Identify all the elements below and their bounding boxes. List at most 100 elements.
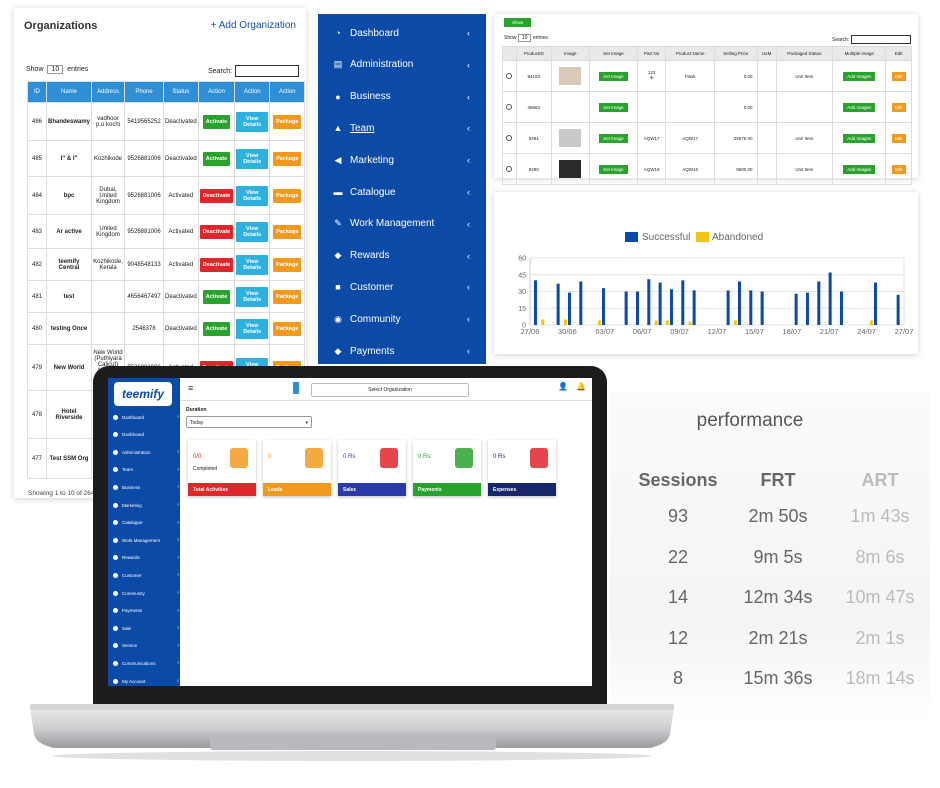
- app-nav-item-business[interactable]: Business ‹: [113, 480, 179, 494]
- sidebar-item-catalogue[interactable]: ▬ Catalogue ‹: [332, 182, 478, 202]
- package-button[interactable]: Package: [273, 224, 302, 239]
- app-nav-item-work-management[interactable]: Work Management ‹: [113, 533, 179, 547]
- app-nav-item-dashboard[interactable]: Dashboard: [113, 428, 179, 442]
- view-details-button[interactable]: View Details: [236, 318, 269, 339]
- sidebar-item-community[interactable]: ◉ Community ‹: [332, 309, 478, 329]
- package-button[interactable]: Package: [273, 321, 302, 336]
- edit-button[interactable]: Edit: [891, 71, 906, 81]
- select-organization-button[interactable]: Select Organization: [311, 383, 469, 397]
- sidebar-item-rewards[interactable]: ◆ Rewards ‹: [332, 246, 478, 266]
- menu-icon[interactable]: ≡: [188, 383, 194, 393]
- summary-card-payments[interactable]: 0 Rs Payments: [413, 440, 481, 496]
- column-header[interactable]: Phone: [124, 81, 165, 103]
- column-header[interactable]: Action: [197, 81, 236, 103]
- plus-icon[interactable]: +: [649, 75, 654, 82]
- sidebar-item-administration[interactable]: ▤ Administration ‹: [332, 55, 478, 75]
- add-organization-link[interactable]: + Add Organization: [210, 20, 296, 31]
- column-header[interactable]: Action: [234, 81, 271, 103]
- app-nav-item-team[interactable]: Team ‹: [113, 463, 179, 477]
- app-nav-item-marketing[interactable]: Marketing ‹: [113, 498, 179, 512]
- column-header[interactable]: Part No: [636, 46, 667, 61]
- app-nav-item-administration[interactable]: Administration ‹: [113, 445, 179, 459]
- row-checkbox[interactable]: [506, 72, 513, 79]
- column-header[interactable]: UoM: [756, 46, 777, 61]
- column-header[interactable]: Product Name: [665, 46, 715, 61]
- edit-button[interactable]: Edit: [891, 164, 906, 174]
- summary-card-total-activities[interactable]: 0/0 Completed Total Activities: [188, 440, 256, 496]
- sidebar-item-dashboard[interactable]: ◔ Dashboard ‹: [332, 23, 478, 43]
- summary-card-expenses[interactable]: 0 Rs Expenses: [488, 440, 556, 496]
- column-header[interactable]: [502, 46, 517, 61]
- add-images-button[interactable]: Add Images: [843, 133, 876, 143]
- column-header[interactable]: Packaged Status: [775, 46, 834, 61]
- sidebar-item-payments[interactable]: ◆ Payments ‹: [332, 341, 478, 361]
- view-details-button[interactable]: View Details: [236, 185, 269, 206]
- sidebar-item-work-management[interactable]: ✎ Work Management ‹: [332, 214, 478, 234]
- add-images-button[interactable]: Add Images: [843, 164, 876, 174]
- bell-icon[interactable]: 🔔: [576, 382, 586, 391]
- trackpad[interactable]: [210, 734, 496, 750]
- package-button[interactable]: Package: [273, 114, 302, 129]
- app-nav-item-rewards[interactable]: Rewards ‹: [113, 551, 179, 565]
- app-nav-item-communications[interactable]: Communications ‹: [113, 656, 179, 670]
- set-image-button[interactable]: Set Image: [599, 102, 628, 112]
- view-details-button[interactable]: View Details: [236, 148, 269, 169]
- entries-select[interactable]: 10: [47, 65, 64, 74]
- set-image-button[interactable]: Set Image: [599, 71, 628, 81]
- app-nav-item-sale[interactable]: Sale ‹: [113, 621, 179, 635]
- activate-toggle-button[interactable]: Deactivate: [199, 224, 234, 239]
- view-details-button[interactable]: View Details: [236, 221, 269, 242]
- sidebar-item-marketing[interactable]: ◀ Marketing ‹: [332, 150, 478, 170]
- search-input[interactable]: [235, 65, 300, 77]
- app-nav-item-service[interactable]: Service ‹: [113, 639, 179, 653]
- show-button[interactable]: Show: [504, 18, 532, 27]
- column-header[interactable]: Edit: [885, 46, 912, 61]
- row-checkbox[interactable]: [506, 134, 513, 141]
- column-header[interactable]: Action: [269, 81, 306, 103]
- row-checkbox[interactable]: [506, 103, 513, 110]
- column-header[interactable]: Selling Price: [713, 46, 758, 61]
- column-header[interactable]: Set Image: [588, 46, 638, 61]
- package-button[interactable]: Package: [273, 151, 302, 166]
- products-search-input[interactable]: [850, 35, 911, 44]
- app-nav-item-dashboard[interactable]: Dashboard ‹: [113, 410, 179, 424]
- package-button[interactable]: Package: [273, 188, 302, 203]
- activate-toggle-button[interactable]: Activate: [202, 321, 231, 336]
- add-images-button[interactable]: Add Images: [843, 102, 876, 112]
- app-nav-item-payments[interactable]: Payments ‹: [113, 604, 179, 618]
- products-entries-select[interactable]: 10: [517, 34, 532, 42]
- user-icon[interactable]: 👤: [558, 382, 568, 391]
- view-details-button[interactable]: View Details: [236, 254, 269, 275]
- app-nav-item-my-account[interactable]: My Account ‹: [113, 674, 179, 686]
- view-details-button[interactable]: View Details: [236, 286, 269, 307]
- activate-toggle-button[interactable]: Activate: [202, 151, 231, 166]
- app-nav-item-catalogue[interactable]: Catalogue ‹: [113, 516, 179, 530]
- edit-button[interactable]: Edit: [891, 102, 906, 112]
- column-header[interactable]: Name: [45, 81, 93, 103]
- sidebar-item-customer[interactable]: ■ Customer ‹: [332, 277, 478, 297]
- summary-card-leads[interactable]: 0 Leads: [263, 440, 331, 496]
- column-header[interactable]: ProductID: [515, 46, 552, 61]
- app-nav-item-customer[interactable]: Customer ‹: [113, 568, 179, 582]
- activate-toggle-button[interactable]: Deactivate: [199, 257, 234, 272]
- row-checkbox[interactable]: [506, 165, 513, 172]
- column-header[interactable]: Address: [91, 81, 126, 103]
- package-button[interactable]: Package: [273, 257, 302, 272]
- app-nav-item-community[interactable]: Community ‹: [113, 586, 179, 600]
- duration-select[interactable]: Today ▾: [186, 416, 312, 428]
- sidebar-item-team[interactable]: ▲ Team ‹: [332, 118, 478, 138]
- activate-toggle-button[interactable]: Deactivate: [199, 188, 234, 203]
- package-button[interactable]: Package: [273, 289, 302, 304]
- column-header[interactable]: ID: [27, 81, 47, 103]
- edit-button[interactable]: Edit: [891, 133, 906, 143]
- set-image-button[interactable]: Set Image: [599, 164, 628, 174]
- add-images-button[interactable]: Add Images: [843, 71, 876, 81]
- activate-toggle-button[interactable]: Activate: [202, 114, 231, 129]
- column-header[interactable]: Image: [550, 46, 590, 61]
- set-image-button[interactable]: Set Image: [599, 133, 628, 143]
- column-header[interactable]: Status: [163, 81, 199, 103]
- summary-card-sales[interactable]: 0 Rs Sales: [338, 440, 406, 496]
- activate-toggle-button[interactable]: Activate: [202, 289, 231, 304]
- column-header[interactable]: Multiple Image: [832, 46, 887, 61]
- view-details-button[interactable]: View Details: [236, 111, 269, 132]
